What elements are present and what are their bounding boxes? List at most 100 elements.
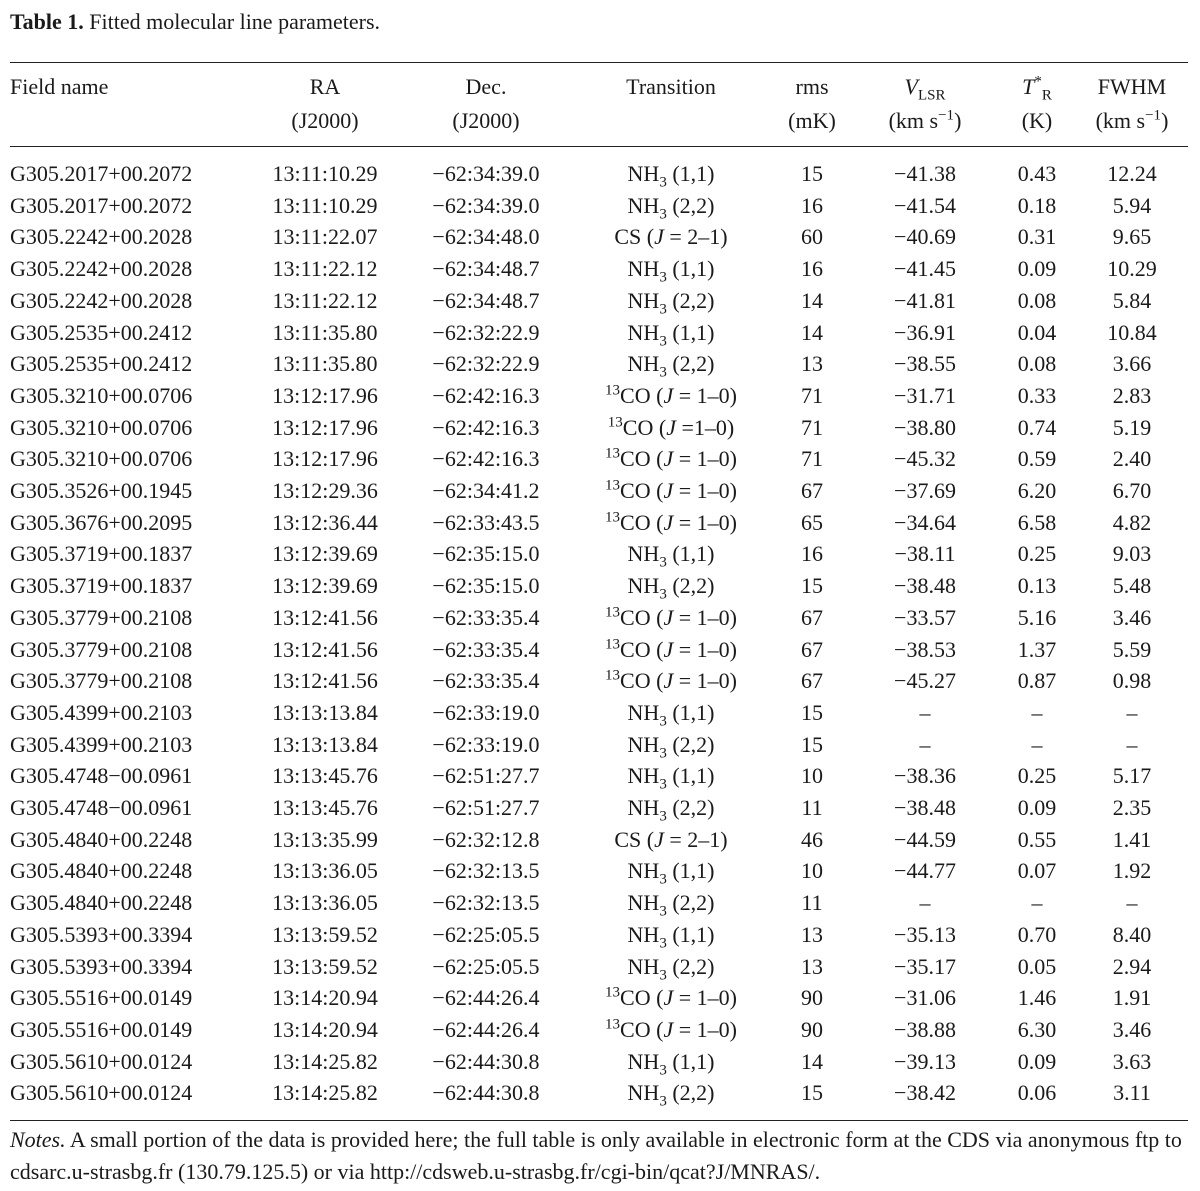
col-header-field: Field name: [10, 74, 109, 99]
cell-dec: −62:44:30.8: [432, 1048, 540, 1074]
cell-ra: 13:12:39.69: [272, 573, 378, 599]
cell-tr: 6.20: [1017, 478, 1057, 504]
cell-transition: 13CO (J = 1–0): [605, 604, 737, 630]
cell-dec: −62:51:27.7: [432, 795, 540, 821]
cell-dec: −62:33:19.0: [432, 731, 540, 757]
cell-field: G305.4840+00.2248: [10, 890, 193, 916]
table-row: G305.5516+00.0149 13:14:20.94 −62:44:26.4 1…: [10, 982, 1188, 1014]
cell-field: G305.4748−00.0961: [10, 763, 193, 789]
cell-ra: 13:12:29.36: [272, 478, 378, 504]
table-row: G305.5393+00.3394 13:13:59.52 −62:25:05.5 N…: [10, 919, 1188, 951]
cell-tr: 0.25: [1017, 763, 1057, 789]
col-unit-ra: (J2000): [291, 108, 359, 133]
cell-transition: 13CO (J = 1–0): [605, 667, 737, 694]
cell-transition: NH3 (1,1): [627, 921, 715, 952]
cell-tr: 0.09: [1017, 256, 1057, 282]
cell-dec: −62:33:43.5: [432, 509, 540, 535]
cell-ra: 13:14:20.94: [272, 1016, 378, 1042]
cell-fwhm: 1.41: [1112, 826, 1152, 852]
cell-vlsr: –: [919, 890, 931, 916]
cell-tr: –: [1031, 731, 1043, 757]
col-header-vlsr: VLSR: [904, 74, 946, 104]
cell-tr: 0.87: [1017, 668, 1057, 694]
notes-label: Notes.: [10, 1127, 66, 1152]
table-row: G305.4748−00.0961 13:13:45.76 −62:51:27.7 N…: [10, 760, 1188, 792]
cell-dec: −62:51:27.7: [432, 763, 540, 789]
cell-fwhm: –: [1126, 890, 1138, 916]
col-unit-fwhm: (km s−1): [1095, 107, 1169, 133]
cell-transition: 13CO (J = 1–0): [605, 636, 737, 662]
cell-transition: NH3 (1,1): [627, 256, 715, 286]
col-header-rms: rms: [795, 74, 829, 99]
col-unit-tr: (K): [1021, 108, 1053, 133]
cell-rms: 65: [801, 509, 823, 535]
cell-vlsr: −37.69: [894, 478, 956, 504]
cell-dec: −62:35:15.0: [432, 573, 540, 599]
cell-field: G305.2242+00.2028: [10, 224, 193, 250]
table-title: Fitted molecular line parameters.: [89, 9, 381, 34]
cell-field: G305.3526+00.1945: [10, 478, 193, 504]
table-row: G305.3210+00.0706 13:12:17.96 −62:42:16.3 1…: [10, 412, 1188, 444]
cell-field: G305.4399+00.2103: [10, 731, 193, 757]
cell-vlsr: −39.13: [894, 1048, 956, 1074]
cell-ra: 13:14:25.82: [272, 1048, 378, 1074]
cell-rms: 90: [801, 985, 823, 1011]
cell-field: G305.3719+00.1837: [10, 573, 193, 599]
cell-rms: 15: [801, 1080, 823, 1106]
cell-rms: 11: [801, 795, 823, 821]
cell-tr: 6.58: [1017, 509, 1057, 535]
cell-dec: −62:34:39.0: [432, 192, 540, 218]
cell-field: G305.5516+00.0149: [10, 1016, 193, 1042]
table-row: G305.2017+00.2072 13:11:10.29 −62:34:39.0 N…: [10, 158, 1188, 190]
cell-dec: −62:33:35.4: [432, 636, 540, 662]
cell-dec: −62:34:48.7: [432, 256, 540, 282]
cell-field: G305.2242+00.2028: [10, 256, 193, 282]
cell-rms: 67: [801, 604, 823, 630]
cell-fwhm: 3.46: [1112, 604, 1152, 630]
cell-ra: 13:11:22.07: [272, 224, 378, 250]
cell-rms: 15: [801, 731, 823, 757]
cell-vlsr: −38.36: [894, 763, 956, 789]
cell-transition: 13CO (J = 1–0): [605, 984, 737, 1011]
cell-fwhm: 10.84: [1107, 319, 1157, 345]
cell-rms: 14: [801, 287, 823, 313]
table-row: G305.2535+00.2412 13:11:35.80 −62:32:22.9 N…: [10, 317, 1188, 349]
cell-transition: 13CO (J = 1–0): [605, 382, 737, 408]
cell-ra: 13:11:10.29: [272, 192, 378, 218]
cell-dec: −62:34:48.7: [432, 287, 540, 313]
table-row: G305.3779+00.2108 13:12:41.56 −62:33:35.4 1…: [10, 665, 1188, 697]
cell-tr: –: [1031, 699, 1043, 725]
cell-fwhm: 5.19: [1112, 414, 1152, 440]
cell-tr: 5.16: [1017, 604, 1057, 630]
cell-field: G305.2535+00.2412: [10, 319, 193, 345]
cell-transition: NH3 (1,1): [627, 1048, 715, 1079]
cell-ra: 13:11:22.12: [272, 256, 378, 282]
cell-field: G305.2535+00.2412: [10, 351, 193, 377]
cell-rms: 71: [801, 382, 823, 408]
cell-rms: 10: [801, 763, 823, 789]
table-row: G305.3210+00.0706 13:12:17.96 −62:42:16.3 1…: [10, 380, 1188, 412]
cell-rms: 67: [801, 668, 823, 694]
cell-fwhm: 2.40: [1112, 446, 1152, 472]
cell-field: G305.2242+00.2028: [10, 287, 193, 313]
header-row: Field name RA Dec. Transition rms VLSR T…: [10, 70, 1188, 104]
table-row: G305.3779+00.2108 13:12:41.56 −62:33:35.4 1…: [10, 634, 1188, 666]
cell-vlsr: −38.48: [894, 573, 956, 599]
cell-dec: −62:32:13.5: [432, 858, 540, 884]
cell-dec: −62:33:35.4: [432, 668, 540, 694]
col-unit-rms: (mK): [788, 108, 836, 133]
cell-fwhm: 5.84: [1112, 287, 1152, 313]
cell-field: G305.5393+00.3394: [10, 921, 193, 947]
cell-fwhm: 8.40: [1112, 921, 1152, 947]
cell-transition: 13CO (J = 1–0): [605, 446, 737, 472]
cell-fwhm: 2.94: [1112, 953, 1152, 979]
cell-fwhm: –: [1126, 699, 1138, 725]
cell-rms: 67: [801, 478, 823, 504]
table-row: G305.4748−00.0961 13:13:45.76 −62:51:27.7 N…: [10, 792, 1188, 824]
cell-transition: NH3 (2,2): [627, 953, 715, 983]
cell-dec: −62:32:22.9: [432, 319, 540, 345]
table-row: G305.2242+00.2028 13:11:22.12 −62:34:48.7 N…: [10, 253, 1188, 285]
cell-fwhm: 5.94: [1112, 192, 1152, 218]
cell-vlsr: −38.88: [894, 1016, 956, 1042]
cell-field: G305.4399+00.2103: [10, 699, 193, 725]
